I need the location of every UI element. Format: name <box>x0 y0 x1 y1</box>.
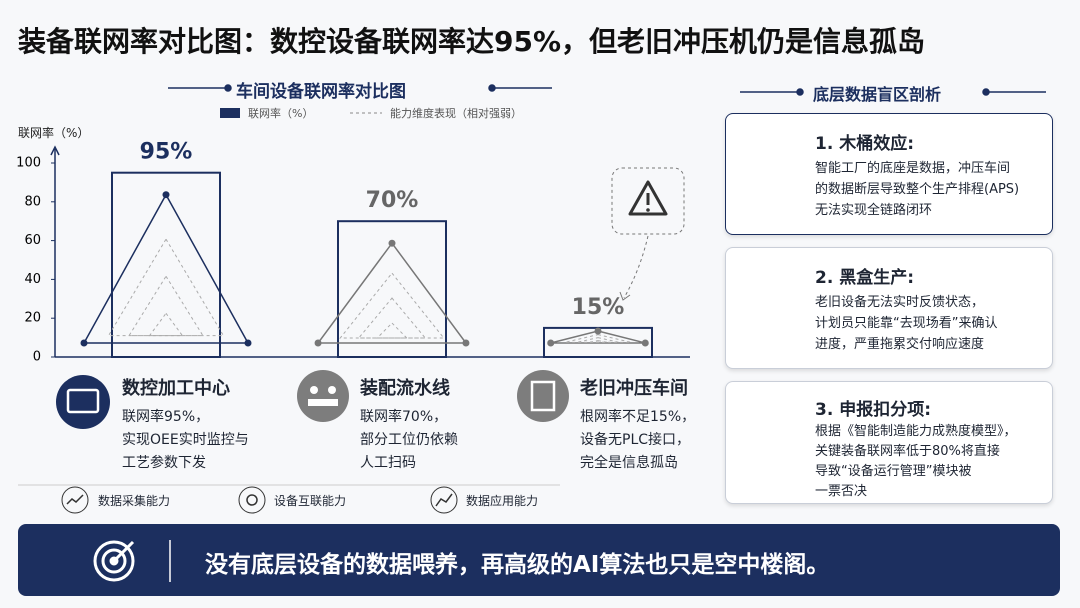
capability-inner <box>357 297 427 339</box>
value-label: 70% <box>366 188 419 213</box>
capability-inner <box>107 238 225 337</box>
capability-inner <box>576 337 620 343</box>
title-rules <box>168 84 1046 96</box>
vertex-dot <box>162 191 170 199</box>
panel-box <box>725 113 1053 235</box>
card-title: 装配流水线 <box>360 378 450 399</box>
value-label: 95% <box>140 140 193 165</box>
text-line: 老旧设备无法实时反馈状态， <box>815 295 985 310</box>
text-line: 的数据断层导致整个生产排程(APS) <box>815 182 1020 197</box>
warning-icon <box>611 167 685 301</box>
card-text: 联网率70%， 部分工位仍依赖 人工扫码 <box>360 406 458 475</box>
vertex-dot <box>388 239 396 247</box>
text-line: 导致“设备运行管理”模块被 <box>815 464 972 479</box>
y-tick-label: 60 <box>24 233 41 248</box>
capability-inner <box>128 275 204 337</box>
item-text: 根据《智能制造能力成熟度模型》， 关键装备联网率低于80%将直接 导致“设备运行管理… <box>815 422 1017 502</box>
capability-triangle <box>316 241 468 344</box>
capability-inner <box>588 340 608 343</box>
y-axis-label: 联网率（%） <box>18 126 90 140</box>
y-tick-label: 40 <box>24 272 41 287</box>
y-tick-label: 80 <box>24 194 41 209</box>
capability-inner <box>148 312 184 337</box>
target-icon <box>93 540 135 582</box>
vertex-dot <box>80 339 88 347</box>
text-line: 无法实现全链路闭环 <box>815 203 933 218</box>
capability-inner <box>564 334 632 343</box>
legend-label: 联网率（%） <box>248 107 314 120</box>
dimension-label: 数据采集能力 <box>98 494 171 508</box>
capability-inner <box>376 322 408 339</box>
text-line: 智能工厂的底座是数据，冲压车间 <box>815 161 1011 176</box>
item-title: 3. 申报扣分项: <box>815 400 932 420</box>
panel-box <box>725 247 1053 369</box>
text-line: 完全是信息孤岛 <box>580 455 678 471</box>
vertex-dot <box>462 339 470 347</box>
text-line: 实现OEE实时监控与 <box>122 432 249 448</box>
panel-box <box>725 381 1053 504</box>
bar <box>111 171 221 358</box>
vertex-dot <box>244 339 252 347</box>
legend-label: 能力维度表现（相对强弱） <box>390 107 522 120</box>
capability-inner <box>339 272 445 339</box>
text-line: 联网率70%， <box>360 409 448 425</box>
text-line: 联网率95%， <box>122 409 210 425</box>
capability-triangle <box>82 193 250 344</box>
banner-bg <box>18 524 1060 596</box>
panel-title: 底层数据盲区剖析 <box>813 85 942 104</box>
text-line: 一票否决 <box>815 484 868 499</box>
page-title: 装备联网率对比图：数控设备联网率达95%，但老旧冲压机仍是信息孤岛 <box>18 25 926 58</box>
item-title: 2. 黑盒生产: <box>815 268 915 288</box>
value-label: 15% <box>572 295 625 320</box>
card-text: 联网率95%， 实现OEE实时监控与 工艺参数下发 <box>122 406 249 475</box>
card-text: 根网率不足15%， 设备无PLC接口， 完全是信息孤岛 <box>580 406 695 475</box>
legend-swatch <box>220 108 240 118</box>
item-text: 智能工厂的底座是数据，冲压车间 的数据断层导致整个生产排程(APS) 无法实现全链路… <box>815 158 1019 221</box>
y-tick-label: 100 <box>16 156 41 171</box>
vertex-dot <box>641 339 649 347</box>
y-axis-arrow <box>50 145 60 156</box>
text-line: 人工扫码 <box>360 455 416 471</box>
text-line: 根据《智能制造能力成熟度模型》， <box>815 424 1017 439</box>
text-line: 设备无PLC接口， <box>580 432 691 448</box>
text-line: 关键装备联网率低于80%将直接 <box>815 444 1000 459</box>
item-text: 老旧设备无法实时反馈状态， 计划员只能靠“去现场看”来确认 进度，严重拖累交付响应速… <box>815 292 997 355</box>
vertex-dot <box>547 339 555 347</box>
dimension-label: 设备互联能力 <box>274 494 347 508</box>
item-title: 1. 木桶效应: <box>815 134 915 154</box>
card-icons <box>56 370 569 514</box>
text-line: 根网率不足15%， <box>580 409 696 425</box>
card-title: 数控加工中心 <box>122 378 230 399</box>
bar <box>337 220 447 358</box>
y-tick-label: 0 <box>33 350 41 365</box>
dimension-label: 数据应用能力 <box>466 494 539 508</box>
y-tick-label: 20 <box>24 311 41 326</box>
text-line: 进度，严重拖累交付响应速度 <box>815 337 985 352</box>
vertex-dot <box>314 339 322 347</box>
text-line: 计划员只能靠“去现场看”来确认 <box>815 316 998 331</box>
text-line: 部分工位仍依赖 <box>360 432 458 448</box>
card-title: 老旧冲压车间 <box>580 378 688 399</box>
vertex-dot <box>594 327 602 335</box>
chart-title: 车间设备联网率对比图 <box>236 82 406 102</box>
text-line: 工艺参数下发 <box>122 455 206 471</box>
banner-text: 没有底层设备的数据喂养，再高级的AI算法也只是空中楼阁。 <box>205 552 830 578</box>
capability-triangle <box>550 330 646 344</box>
